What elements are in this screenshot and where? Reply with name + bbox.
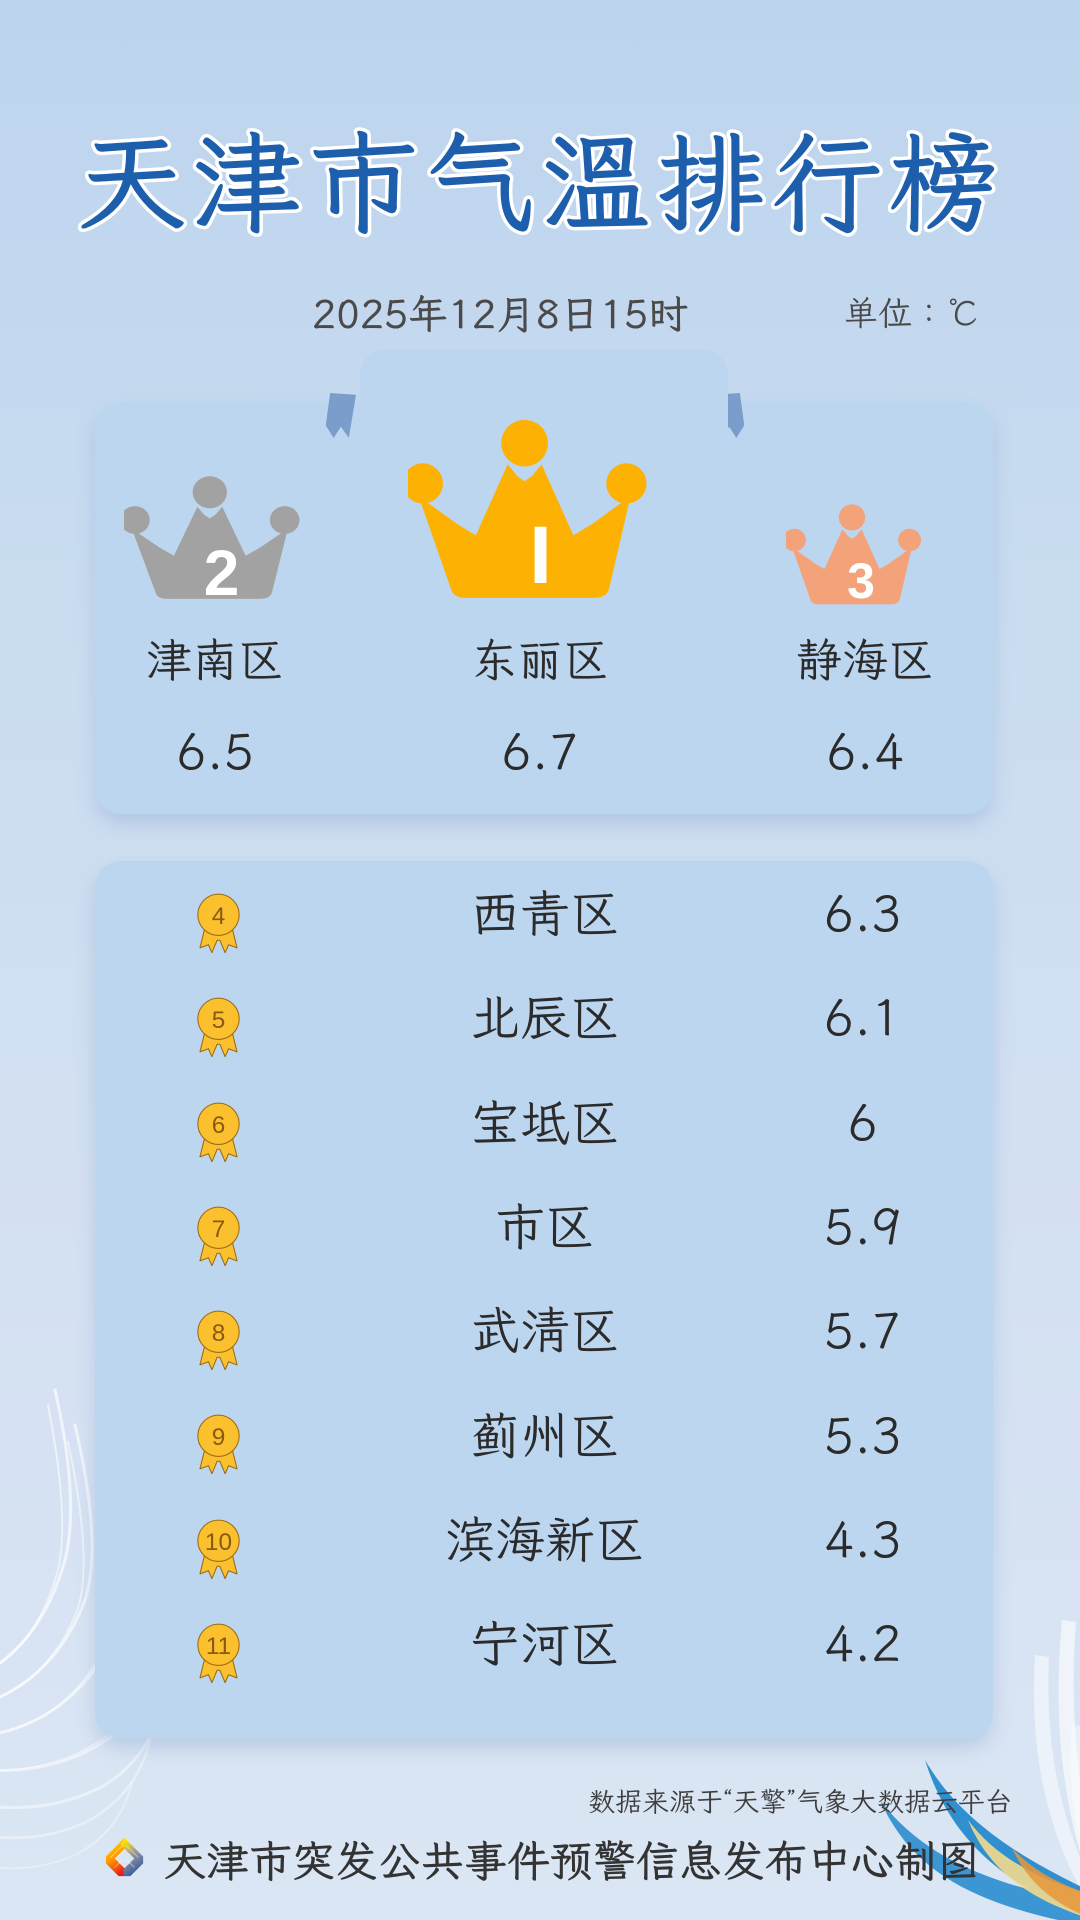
svg-text:7: 7	[212, 1216, 226, 1243]
svg-text:4: 4	[212, 903, 226, 930]
svg-text:10: 10	[205, 1529, 232, 1556]
svg-text:5: 5	[212, 1007, 226, 1034]
svg-text:11: 11	[206, 1633, 231, 1660]
svg-text:8: 8	[212, 1320, 226, 1347]
svg-text:9: 9	[212, 1425, 226, 1452]
svg-text:6: 6	[212, 1112, 226, 1139]
